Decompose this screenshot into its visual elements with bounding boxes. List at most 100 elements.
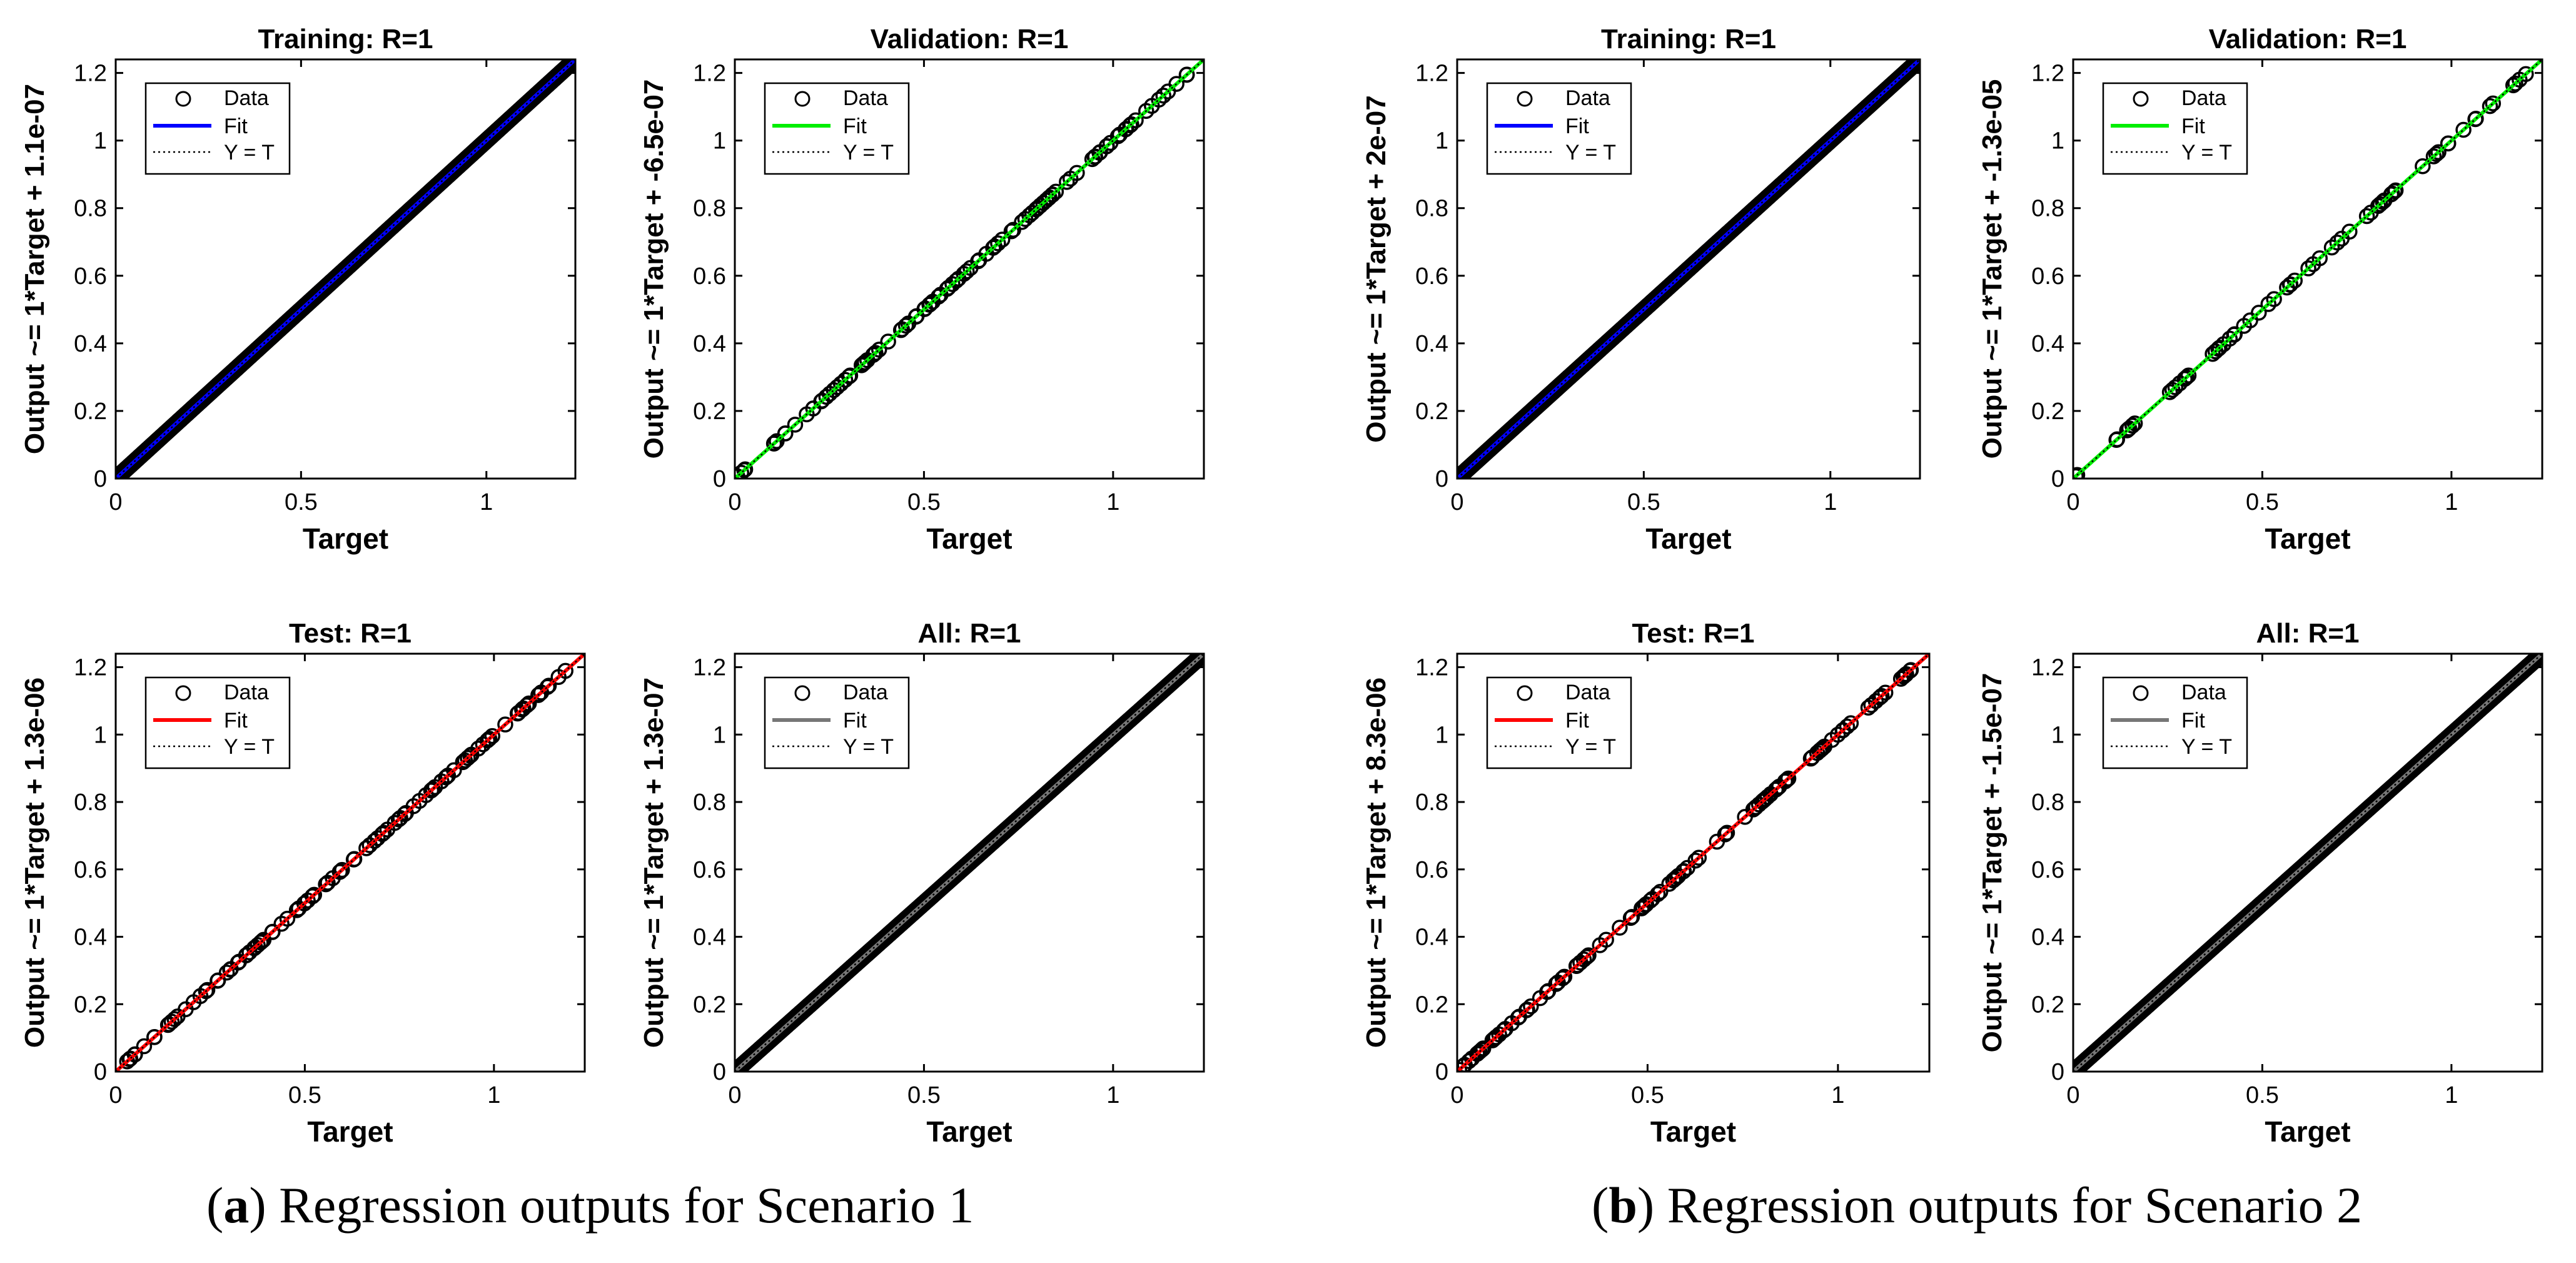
fit-line — [2073, 654, 2542, 1072]
y-tick-label: 0.8 — [74, 196, 107, 222]
data-point — [497, 716, 513, 733]
data-point — [1059, 174, 1075, 190]
data-point — [565, 59, 575, 70]
data-point — [818, 388, 835, 405]
y-tick-label: 0.6 — [2031, 263, 2064, 290]
legend-data-marker — [2133, 685, 2149, 701]
data-point — [2358, 208, 2375, 225]
data-point — [1151, 91, 1167, 108]
y-tick-label: 0 — [94, 1059, 107, 1085]
chart-title: Validation: R=1 — [871, 24, 1069, 54]
data-point — [1003, 223, 1020, 240]
data-points — [1457, 662, 1919, 1072]
y-tick-label: 0.2 — [2031, 398, 2064, 425]
legend-data-marker — [794, 91, 811, 107]
y-tick-label: 1.2 — [74, 61, 107, 87]
x-tick-label: 0 — [1450, 1082, 1463, 1108]
data-point — [1005, 221, 1021, 238]
data-point — [479, 732, 496, 749]
data-point — [1554, 970, 1571, 987]
legend-label: Y = T — [224, 141, 275, 165]
data-point — [867, 345, 884, 361]
y-tick-label: 0 — [713, 1059, 726, 1085]
data-point — [2341, 223, 2358, 240]
data-points — [116, 59, 575, 479]
x-tick-label: 0.5 — [907, 489, 941, 515]
legend-label: Fit — [224, 114, 248, 138]
data-points — [119, 662, 573, 1070]
x-tick-label: 0 — [2066, 489, 2079, 515]
data-point — [736, 462, 752, 479]
data-point — [374, 826, 390, 843]
legend-label: Data — [2181, 86, 2226, 110]
caption-paren: ( — [1592, 1177, 1609, 1234]
ticks: 0 0.5 1 0 0.2 0.4 0.6 0.8 1 1.2 — [693, 654, 1204, 1108]
data-point — [279, 910, 296, 927]
y-axis-label: Output ~= 1*Target + 1.3e-07 — [639, 677, 669, 1048]
data-point — [799, 406, 815, 423]
plot-frame — [734, 58, 1205, 480]
x-axis-label: Target — [2265, 1115, 2350, 1148]
legend-label: Data — [843, 681, 888, 704]
data-point — [146, 1029, 163, 1045]
data-point — [222, 961, 238, 978]
y-tick-label: 0 — [94, 466, 107, 492]
y-tick-label: 0.8 — [1415, 196, 1448, 222]
chart-title: Test: R=1 — [289, 618, 412, 649]
legend-box — [2102, 82, 2248, 175]
data-point — [1771, 778, 1787, 795]
data-layer — [116, 59, 575, 479]
data-point — [1814, 740, 1831, 756]
data-point — [1892, 671, 1909, 687]
legend-label: Y = T — [843, 141, 894, 165]
data-point — [2226, 326, 2243, 343]
data-point — [2266, 291, 2282, 307]
data-point — [1642, 892, 1659, 909]
data-point — [2507, 75, 2523, 92]
x-tick-label: 0.5 — [1631, 1082, 1664, 1108]
x-tick-label: 1 — [2445, 1082, 2458, 1108]
data-point — [1665, 872, 1682, 889]
data-point — [2210, 340, 2226, 357]
data-point — [1118, 121, 1134, 138]
y-tick-label: 1.2 — [2031, 61, 2064, 87]
chart-title: Validation: R=1 — [2209, 24, 2407, 54]
data-point — [1780, 770, 1797, 787]
legend-label: Y = T — [224, 735, 275, 759]
data-point — [2221, 330, 2238, 347]
data-point — [930, 288, 947, 305]
y-tick-label: 0.6 — [693, 263, 726, 290]
data-point — [557, 662, 573, 679]
caption-paren: ( — [206, 1177, 224, 1234]
data-point — [2300, 260, 2316, 276]
plot-frame — [114, 652, 586, 1073]
legend-box — [764, 82, 910, 175]
data-point — [332, 863, 348, 880]
legend-data-marker — [175, 91, 191, 107]
chart-s1-test: 0 0.5 1 0 0.2 0.4 0.6 0.8 1 1.2 Test: R=1 Target Out… — [19, 618, 586, 1148]
data-point — [2482, 98, 2498, 114]
chart-title: All: R=1 — [2256, 618, 2359, 649]
data-point — [1138, 103, 1154, 119]
chart-s2-training: 0 0.5 1 0 0.2 0.4 0.6 0.8 1 1.2 Training: R=1 Targe… — [1361, 24, 1921, 555]
y-tick-label: 1.2 — [74, 655, 107, 681]
data-point — [1592, 937, 1609, 953]
data-point — [530, 687, 547, 703]
ticks: 0 0.5 1 0 0.2 0.4 0.6 0.8 1 1.2 — [2031, 59, 2542, 515]
y-tick-label: 0.8 — [1415, 789, 1448, 816]
x-axis-label: Target — [1645, 522, 1731, 555]
data-point — [1624, 908, 1640, 925]
data-point — [539, 679, 556, 695]
x-tick-label: 0 — [109, 489, 122, 515]
chart-s1-all: 0 0.5 1 0 0.2 0.4 0.6 0.8 1 1.2 All: R=1 Target Outp… — [639, 618, 1205, 1148]
data-point — [837, 372, 854, 388]
legend: Data Fit Y = T — [764, 82, 910, 175]
data-point — [2311, 250, 2328, 266]
data-point — [375, 824, 392, 841]
x-tick-label: 1 — [1831, 1082, 1844, 1108]
data-point — [1021, 207, 1038, 223]
data-point — [1032, 197, 1049, 214]
x-tick-label: 0 — [728, 489, 741, 515]
data-point — [462, 748, 478, 764]
legend-box — [144, 82, 291, 175]
